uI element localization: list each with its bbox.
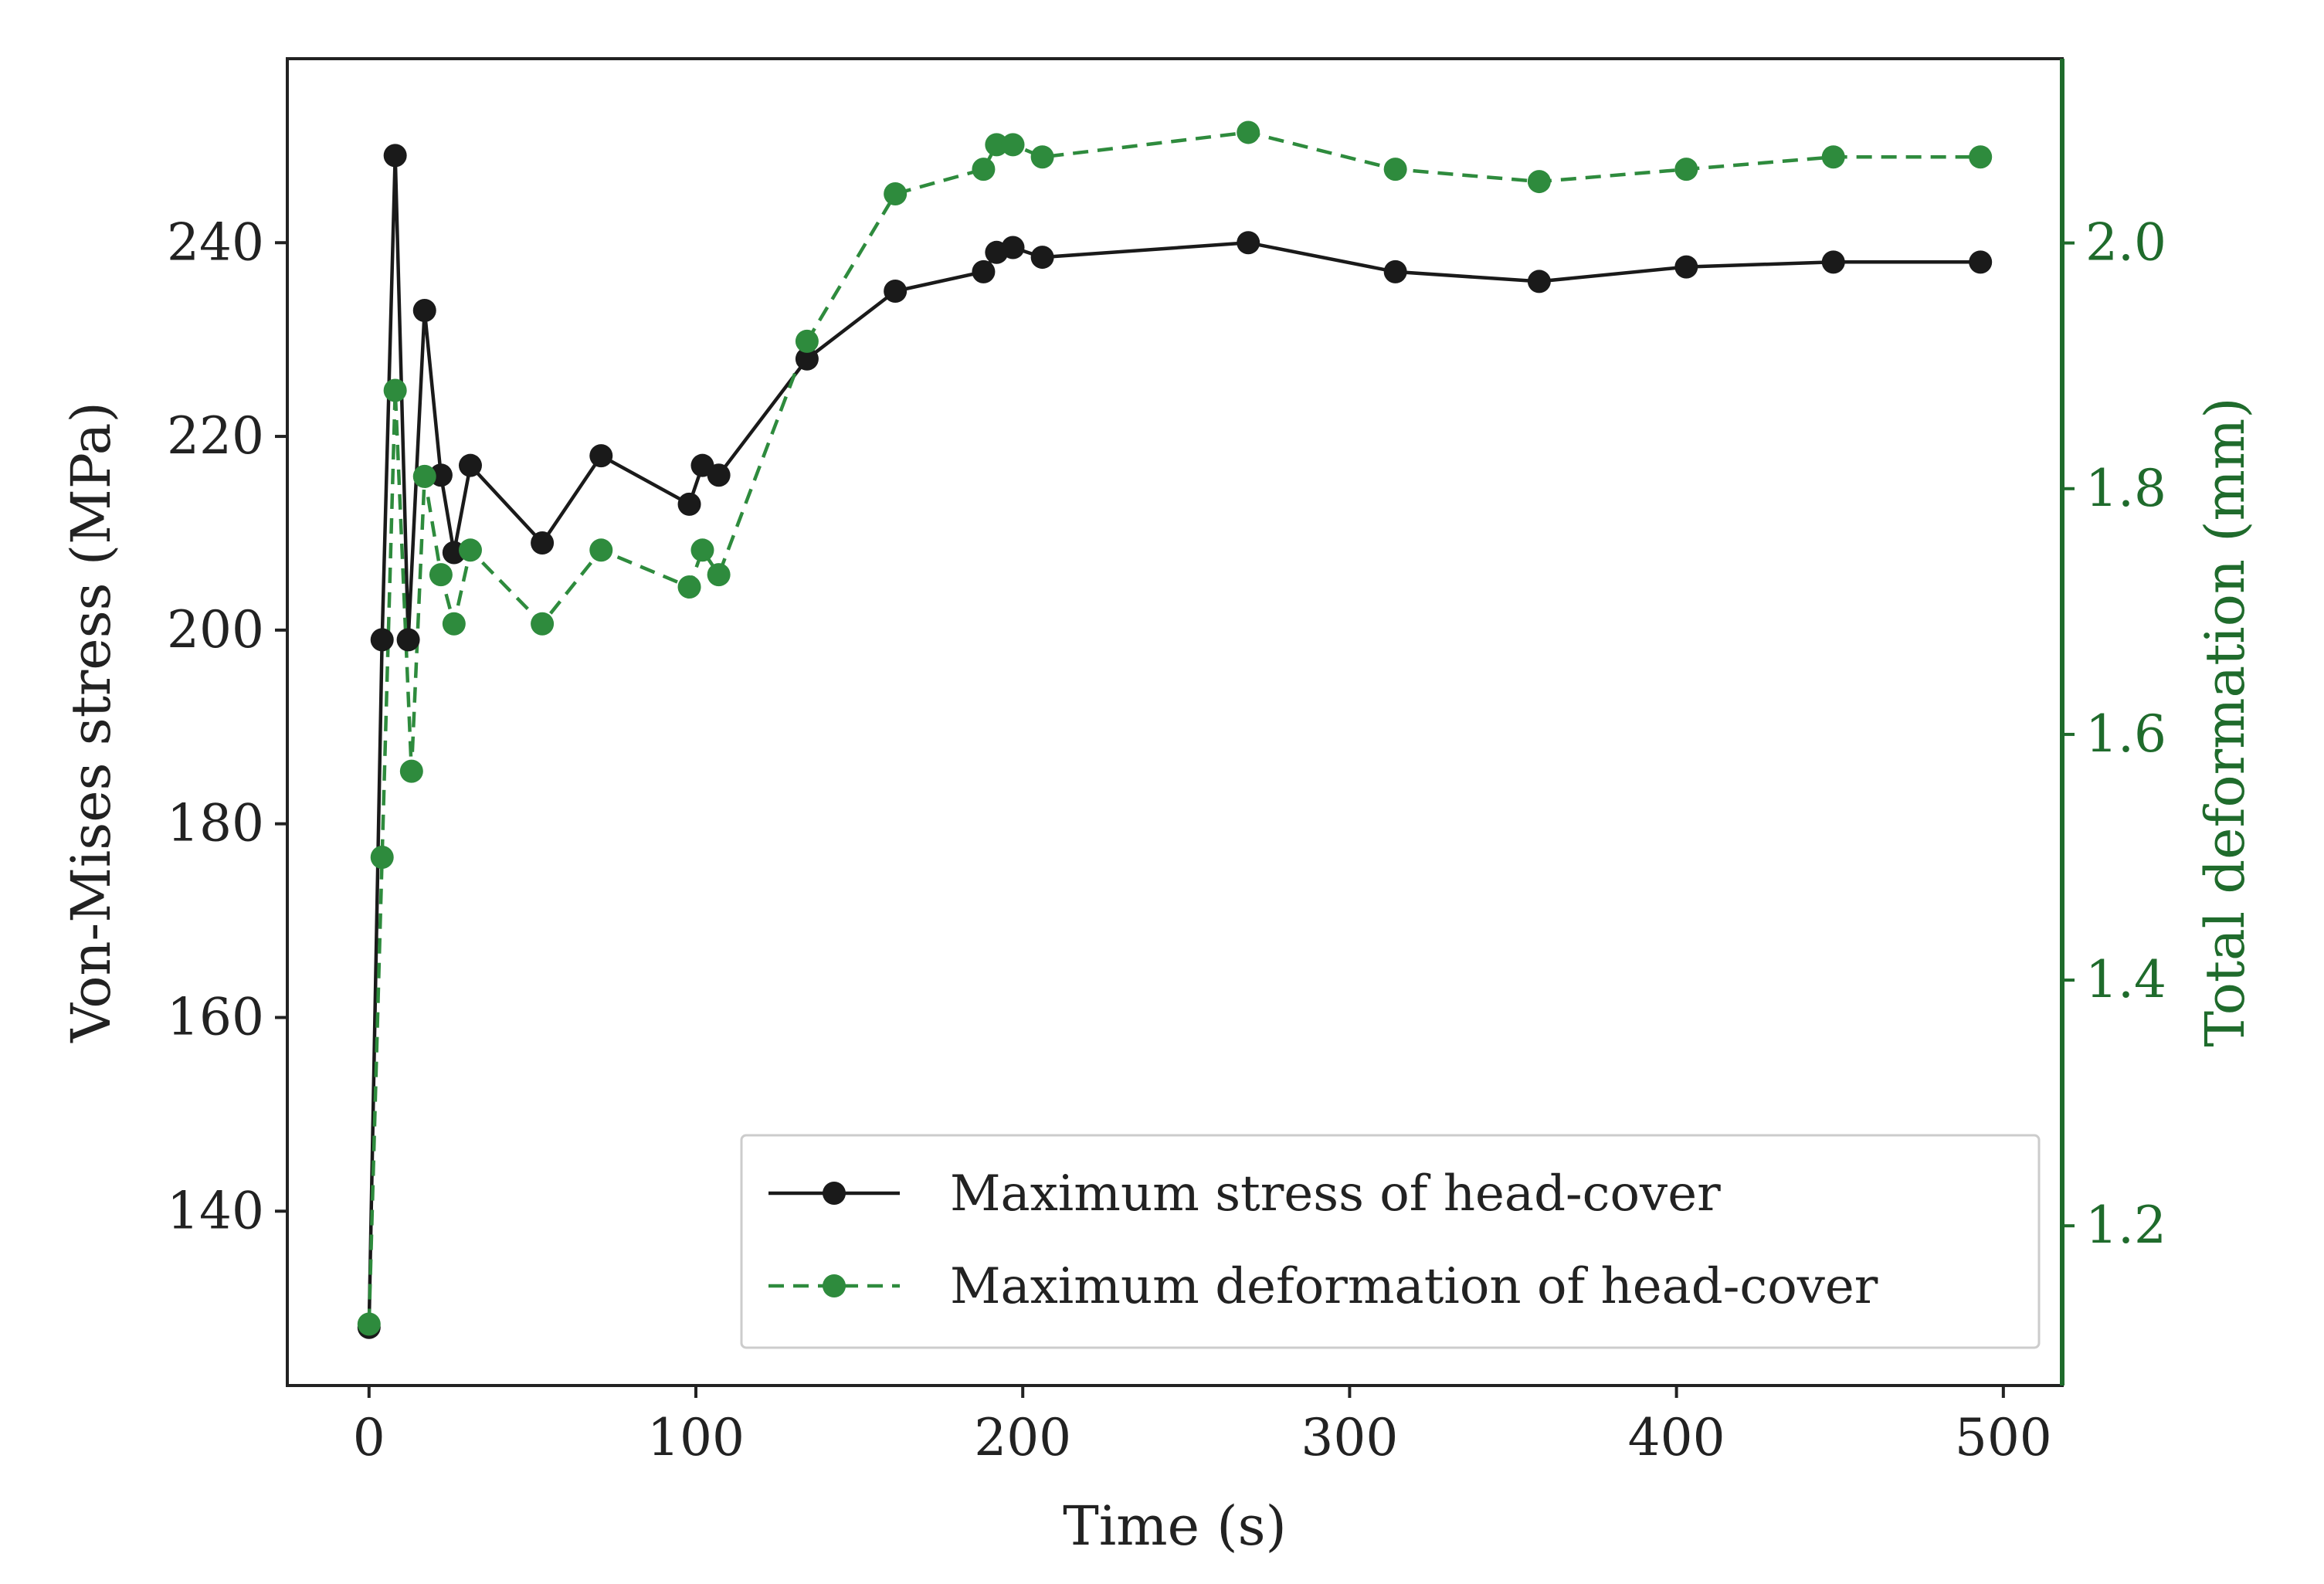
data-point-stress	[1821, 250, 1845, 274]
y2-tick-label: 1.8	[2085, 459, 2166, 518]
data-point-deformation	[985, 133, 1009, 157]
y-axis-title: Von-Mises stress (MPa)	[59, 402, 123, 1043]
data-point-deformation	[972, 158, 996, 181]
data-point-stress	[1001, 236, 1025, 259]
y-tick-label: 200	[167, 600, 264, 660]
y2-tick-label: 2.0	[2085, 213, 2166, 273]
data-point-deformation	[1237, 120, 1260, 144]
data-point-deformation	[412, 464, 436, 488]
legend: Maximum stress of head-cover Maximum def…	[740, 1134, 2041, 1349]
x-tick-label: 100	[647, 1408, 745, 1467]
y-tick-label: 160	[167, 987, 264, 1046]
plot-area	[286, 57, 2064, 1387]
data-point-stress	[396, 628, 420, 652]
data-point-deformation	[1527, 170, 1551, 194]
data-point-deformation	[370, 845, 394, 869]
data-point-stress	[589, 444, 613, 468]
data-point-stress	[370, 628, 394, 652]
data-point-deformation	[442, 612, 466, 636]
x-axis-title: Time (s)	[1063, 1494, 1287, 1558]
data-point-stress	[412, 299, 436, 323]
data-point-deformation	[884, 181, 908, 205]
data-point-deformation	[707, 563, 731, 587]
y-tick-label: 220	[167, 406, 264, 466]
data-point-stress	[1674, 255, 1698, 279]
data-point-deformation	[1821, 145, 1845, 169]
data-point-stress	[972, 259, 996, 283]
y2-tick-label: 1.4	[2085, 950, 2166, 1009]
data-point-stress	[1237, 231, 1260, 255]
data-point-stress	[1383, 259, 1407, 283]
y2-tick-label: 1.6	[2085, 704, 2166, 764]
data-point-deformation	[357, 1312, 381, 1336]
y-axis-left: 140 160 180 200 220 240	[167, 212, 287, 1240]
series-points	[357, 120, 1993, 1339]
legend-box	[740, 1134, 2041, 1349]
data-point-stress	[458, 453, 482, 477]
data-point-stress	[531, 531, 555, 555]
x-tick-label: 0	[353, 1408, 385, 1467]
data-point-stress	[795, 347, 819, 371]
legend-label-stress: Maximum stress of head-cover	[950, 1165, 1721, 1223]
y-tick-label: 240	[167, 212, 264, 272]
legend-marker-deformation	[823, 1274, 846, 1297]
data-point-stress	[383, 144, 407, 168]
data-point-deformation	[458, 538, 482, 562]
data-point-deformation	[589, 538, 613, 562]
y2-axis-title: Total deformation (mm)	[2193, 397, 2257, 1046]
data-point-stress	[1969, 250, 1993, 274]
data-point-stress	[677, 492, 701, 516]
data-point-deformation	[531, 612, 555, 636]
data-point-deformation	[1001, 133, 1025, 157]
y-axis-right: 1.2 1.4 1.6 1.8 2.0	[2062, 213, 2166, 1255]
x-tick-label: 400	[1628, 1408, 1725, 1467]
data-point-stress	[884, 279, 908, 303]
data-point-deformation	[690, 538, 714, 562]
data-point-stress	[1030, 246, 1054, 270]
data-point-deformation	[795, 329, 819, 353]
data-point-deformation	[677, 575, 701, 599]
x-tick-label: 500	[1955, 1408, 2052, 1467]
data-point-deformation	[1030, 145, 1054, 169]
data-point-deformation	[1969, 145, 1993, 169]
data-point-stress	[1527, 270, 1551, 293]
x-axis: 0 100 200 300 400 500	[353, 1386, 2052, 1467]
data-point-deformation	[429, 563, 453, 587]
data-point-stress	[707, 463, 731, 487]
y-tick-label: 140	[167, 1181, 264, 1240]
y-tick-label: 180	[167, 794, 264, 853]
data-point-deformation	[1383, 158, 1407, 181]
legend-marker-stress	[823, 1182, 846, 1205]
x-tick-label: 200	[974, 1408, 1071, 1467]
data-point-deformation	[399, 759, 423, 783]
y2-tick-label: 1.2	[2085, 1196, 2166, 1255]
data-point-deformation	[383, 378, 407, 402]
data-point-deformation	[1674, 158, 1698, 181]
legend-label-deformation: Maximum deformation of head-cover	[950, 1258, 1878, 1315]
x-tick-label: 300	[1301, 1408, 1398, 1467]
